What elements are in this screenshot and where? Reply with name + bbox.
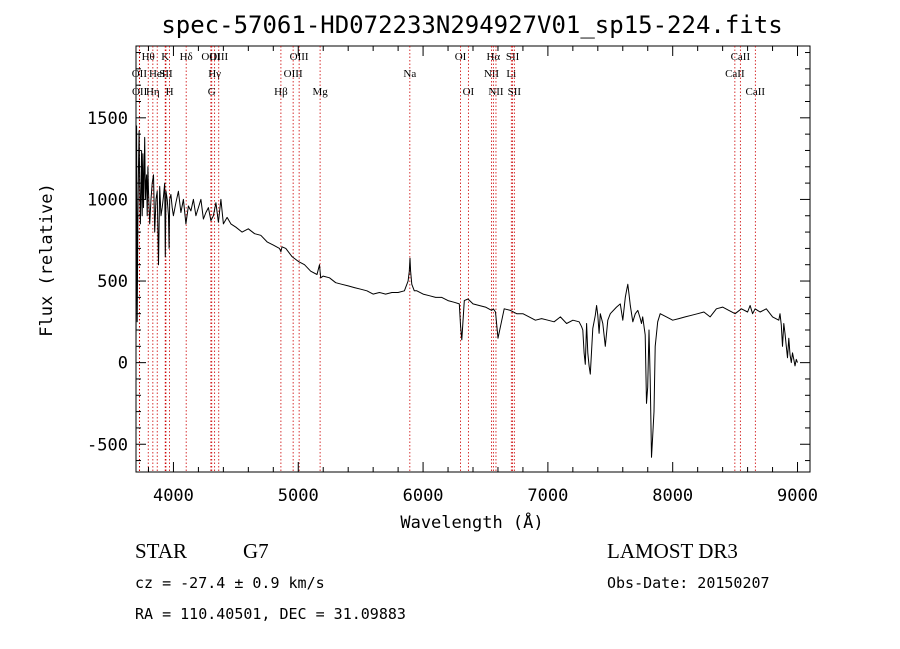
x-tick-label-1: 5000 [278, 486, 319, 506]
line-label-20: NII [484, 68, 500, 80]
line-label-24: Li [506, 68, 516, 80]
y-tick-label-2: 500 [97, 272, 128, 292]
line-label-7: H [166, 86, 174, 98]
line-label-23: SII [506, 51, 520, 63]
y-tick-label-0: -500 [87, 435, 128, 455]
x-tick-label-0: 4000 [153, 486, 194, 506]
line-label-9: OIII [201, 51, 220, 63]
x-axis-label: Wavelength (Å) [400, 511, 543, 533]
spectrum-layer [135, 125, 798, 458]
line-label-27: CaII [731, 51, 751, 63]
line-label-16: Mg [312, 86, 328, 98]
x-tick-label-3: 7000 [527, 486, 568, 506]
line-label-25: SII [508, 86, 522, 98]
line-label-5: K [161, 51, 169, 63]
obs-date-text: Obs-Date: 20150207 [607, 574, 770, 592]
line-label-8: Hδ [180, 51, 193, 63]
line-label-10: Hγ [208, 68, 221, 80]
x-tick-label-4: 8000 [652, 486, 693, 506]
spectrum-series-0 [135, 125, 798, 458]
line-label-1: OII [132, 86, 148, 98]
line-label-13: Hβ [274, 86, 288, 98]
y-tick-label-1: 0 [118, 354, 128, 374]
line-label-12: OIII [209, 51, 228, 63]
survey-name: LAMOST DR3 [607, 539, 738, 563]
y-axis-label: Flux (relative) [37, 183, 57, 337]
redshift-text: cz = -27.4 ± 0.9 km/s [135, 574, 325, 592]
line-label-3: Hη [146, 86, 160, 98]
line-label-2: Hθ [142, 51, 155, 63]
x-tick-label-2: 6000 [403, 486, 444, 506]
line-label-14: OIII [284, 68, 303, 80]
line-label-17: Na [403, 68, 416, 80]
line-label-18: OI [455, 51, 467, 63]
axis-tick-layer: 4000 5000 6000 7000 8000 9000 -500 0 500 1000 1500 [87, 46, 818, 506]
line-label-11: G [208, 86, 216, 98]
y-tick-label-3: 1000 [87, 190, 128, 210]
line-label-26: CaII [725, 68, 745, 80]
line-label-28: CaII [746, 86, 766, 98]
line-label-6: SII [159, 68, 173, 80]
x-tick-label-5: 9000 [777, 486, 818, 506]
line-label-22: NII [488, 86, 504, 98]
y-tick-label-4: 1500 [87, 109, 128, 129]
line-label-21: Hα [486, 51, 500, 63]
object-class: STAR [135, 539, 187, 563]
object-subclass: G7 [243, 539, 269, 563]
line-label-15: OIII [290, 51, 309, 63]
line-label-19: OI [463, 86, 475, 98]
chart-title: spec-57061-HD072233N294927V01_sp15-224.f… [161, 11, 782, 39]
radec-text: RA = 110.40501, DEC = 31.09883 [135, 605, 406, 623]
line-label-4: HeI [149, 68, 166, 80]
